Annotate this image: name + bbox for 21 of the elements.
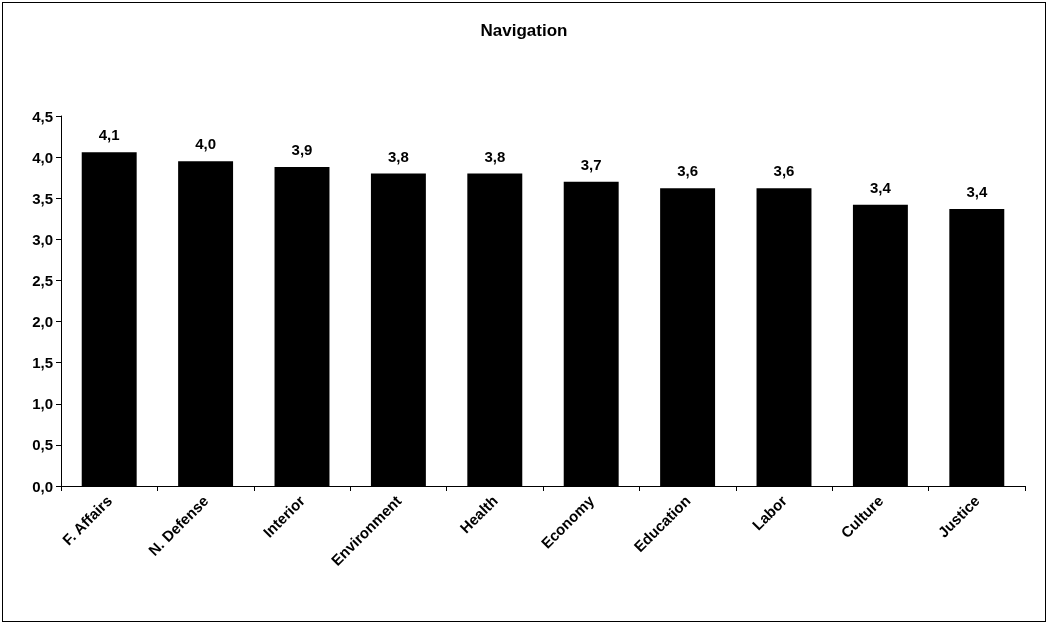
data-label: 3,8	[387, 147, 409, 165]
data-label: 4,0	[195, 135, 217, 153]
data-label: 4,1	[98, 126, 120, 144]
y-tick-label: 4,0	[32, 148, 53, 166]
data-label: 3,4	[869, 178, 892, 196]
y-tick-label: 0,0	[32, 477, 53, 495]
data-label: 3,8	[484, 147, 506, 165]
y-tick-label: 1,5	[32, 354, 53, 372]
data-label: 3,6	[677, 162, 699, 180]
y-tick-label: 4,5	[32, 107, 53, 125]
data-label: 3,7	[580, 155, 602, 173]
data-label: 3,4	[966, 182, 988, 200]
y-tick-label: 2,5	[32, 271, 53, 289]
y-tick-label: 3,0	[32, 230, 53, 248]
y-tick-label: 2,0	[32, 313, 53, 331]
chart-title: Navigation	[480, 21, 568, 40]
data-label: 3,6	[773, 162, 795, 180]
y-tick-label: 1,0	[32, 395, 53, 413]
data-label: 3,9	[291, 140, 313, 158]
y-tick-label: 0,5	[32, 436, 53, 454]
y-tick-label: 3,5	[32, 189, 53, 207]
